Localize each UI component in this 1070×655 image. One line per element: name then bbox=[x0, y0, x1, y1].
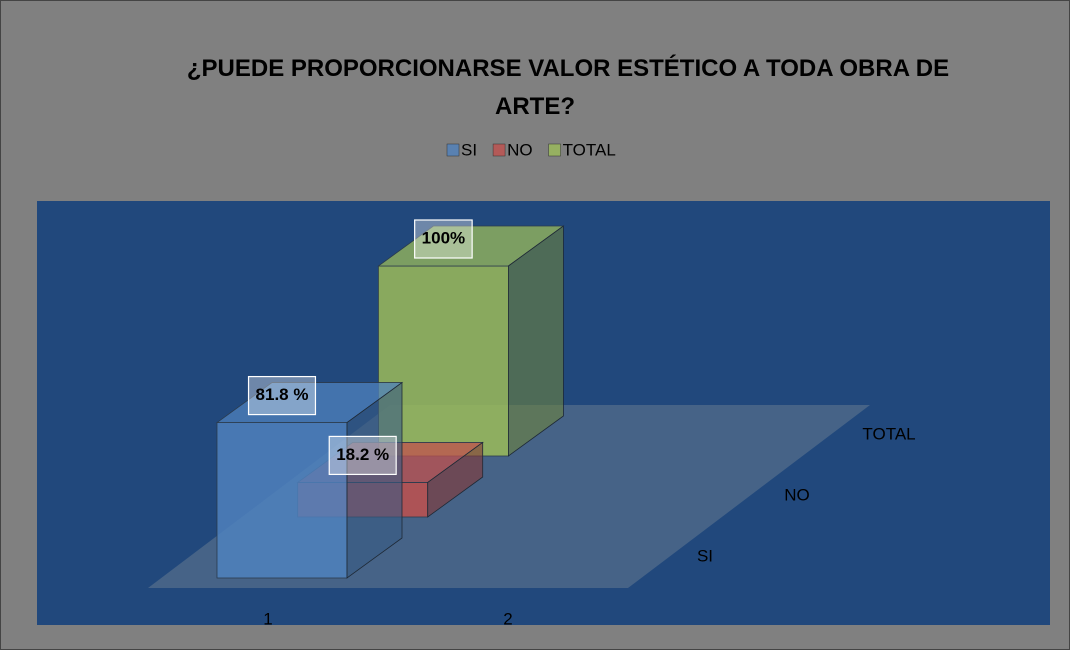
x-tick-label: 2 bbox=[503, 609, 512, 628]
depth-label: NO bbox=[784, 485, 810, 504]
legend-swatch bbox=[492, 143, 506, 157]
bar bbox=[215, 381, 404, 579]
data-label-box bbox=[328, 435, 397, 476]
bar-side bbox=[507, 225, 564, 457]
legend-label: TOTAL bbox=[563, 140, 616, 159]
data-label: 100% bbox=[422, 228, 465, 247]
data-label: 81.8 % bbox=[256, 385, 309, 404]
bar bbox=[377, 225, 565, 457]
bar-side bbox=[346, 381, 403, 579]
x-tick-label: 1 bbox=[263, 609, 272, 628]
depth-label: SI bbox=[697, 546, 713, 565]
legend-label: NO bbox=[507, 140, 533, 159]
depth-label: TOTAL bbox=[862, 424, 915, 443]
data-label-box bbox=[247, 375, 317, 416]
data-label-box bbox=[414, 219, 473, 259]
bar-front bbox=[216, 422, 348, 579]
legend-swatch bbox=[446, 143, 460, 157]
legend-label: SI bbox=[461, 140, 477, 159]
data-label: 18.2 % bbox=[336, 445, 389, 464]
bar-side bbox=[427, 441, 484, 518]
legend-swatch bbox=[548, 143, 561, 157]
chart-title: ¿PUEDE PROPORCIONARSE VALOR ESTÉTICO A T… bbox=[187, 54, 949, 120]
